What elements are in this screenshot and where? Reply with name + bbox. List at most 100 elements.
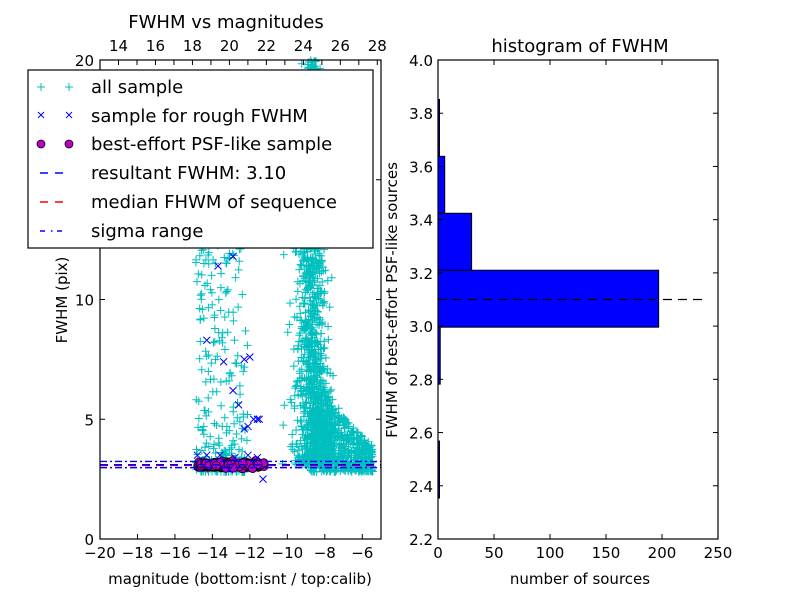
scatter-point-all-sample [206,375,215,384]
scatter-point-all-sample [210,337,219,346]
scatter-point-all-sample [222,428,231,437]
scatter-point-all-sample [349,434,358,443]
scatter-point-all-sample [296,436,305,445]
scatter-point-all-sample [325,467,334,476]
top-x-tick-label: 16 [146,37,165,55]
scatter-point-all-sample [317,256,326,265]
scatter-point-all-sample [286,299,295,308]
scatter-point-all-sample [347,453,356,462]
scatter-point-all-sample [199,422,208,431]
x-tick-label: −14 [197,544,229,562]
scatter-point-all-sample [229,316,238,325]
scatter-point-all-sample [302,324,311,333]
scatter-point-all-sample [196,291,205,300]
scatter-point-all-sample [314,419,323,428]
scatter-point-all-sample [306,399,315,408]
scatter-point-all-sample [326,369,335,378]
scatter-point-rough-sample [231,453,239,462]
scatter-point-rough-sample [244,422,252,431]
scatter-point-all-sample [202,439,211,448]
scatter-point-all-sample [243,341,252,350]
scatter-point-all-sample [212,387,221,396]
scatter-point-all-sample [350,433,359,442]
scatter-point-all-sample [298,392,307,401]
scatter-point-all-sample [342,435,351,444]
scatter-point-all-sample [366,453,375,462]
scatter-point-all-sample [296,329,305,338]
scatter-point-all-sample [314,321,323,330]
scatter-point-all-sample [194,414,203,423]
legend: all sample sample for rough FWHM best-ef… [27,69,374,249]
scatter-point-all-sample [341,423,350,432]
scatter-point-all-sample [311,294,320,303]
scatter-point-all-sample [329,437,338,446]
x-tick-label: 50 [484,544,503,562]
scatter-point-all-sample [283,328,292,337]
scatter-point-all-sample [311,434,320,443]
scatter-point-all-sample [288,430,297,439]
right-x-axis-label: number of sources [510,570,650,588]
scatter-point-all-sample [311,330,320,339]
top-x-tick-label: 20 [220,37,239,55]
scatter-point-all-sample [201,377,210,386]
legend-label: all sample [91,77,183,98]
scatter-point-all-sample [319,263,328,272]
legend-label: sample for rough FWHM [91,106,308,127]
scatter-point-all-sample [305,376,314,385]
top-x-tick-label: 22 [257,37,276,55]
scatter-point-all-sample [334,404,343,413]
y-tick-label: 0 [84,531,94,549]
scatter-point-all-sample [199,430,208,439]
scatter-point-all-sample [210,311,219,320]
scatter-point-all-sample [221,447,230,456]
scatter-point-rough-sample [244,451,252,460]
scatter-point-all-sample [207,271,216,280]
scatter-point-all-sample [230,336,239,345]
scatter-point-all-sample [335,428,344,437]
scatter-point-all-sample [314,249,323,258]
top-x-tick-label: 24 [294,37,313,55]
scatter-point-all-sample [289,362,298,371]
legend-label: median FHWM of sequence [91,192,337,213]
scatter-point-all-sample [319,299,328,308]
scatter-point-all-sample [202,352,211,361]
scatter-point-all-sample [204,367,213,376]
legend-item-sigma-range: sigma range [40,221,203,242]
circle-marker-icon [36,139,74,149]
scatter-point-all-sample [320,343,329,352]
scatter-point-all-sample [340,424,349,433]
scatter-point-all-sample [289,345,298,354]
top-x-tick-label: 26 [331,37,350,55]
histogram-plot: histogram of FWHM 0 50 100 150 200 250 2.2 2.4… [383,36,732,588]
scatter-point-all-sample [296,309,305,318]
x-tick-label: −16 [159,544,191,562]
scatter-point-all-sample [204,259,213,268]
scatter-point-all-sample [298,293,307,302]
scatter-point-rough-sample [216,451,224,460]
scatter-point-all-sample [305,307,314,316]
scatter-point-all-sample [291,456,300,465]
scatter-point-all-sample [303,360,312,369]
scatter-point-rough-sample [246,353,254,361]
scatter-point-all-sample [239,410,248,419]
scatter-point-all-sample [293,277,302,286]
scatter-point-all-sample [209,255,218,264]
x-tick-label: 150 [592,544,621,562]
scatter-point-all-sample [307,329,316,338]
scatter-point-all-sample [328,421,337,430]
scatter-point-all-sample [235,417,244,426]
right-y-ticks: 2.2 2.4 2.6 2.8 3.0 3.2 3.4 3.6 3.8 4.0 [409,52,718,549]
scatter-point-all-sample [310,411,319,420]
scatter-point-all-sample [192,445,201,454]
left-plot-title: FWHM vs magnitudes [128,12,323,33]
scatter-point-all-sample [206,432,215,441]
scatter-point-all-sample [222,377,231,386]
scatter-point-all-sample [209,338,218,347]
scatter-point-all-sample [207,288,216,297]
legend-label: resultant FWHM: 3.10 [91,163,286,184]
scatter-point-all-sample [328,431,337,440]
top-x-tick-label: 28 [368,37,387,55]
top-x-tick-label: 14 [109,37,128,55]
scatter-point-all-sample [352,449,361,458]
scatter-point-all-sample [307,393,316,402]
